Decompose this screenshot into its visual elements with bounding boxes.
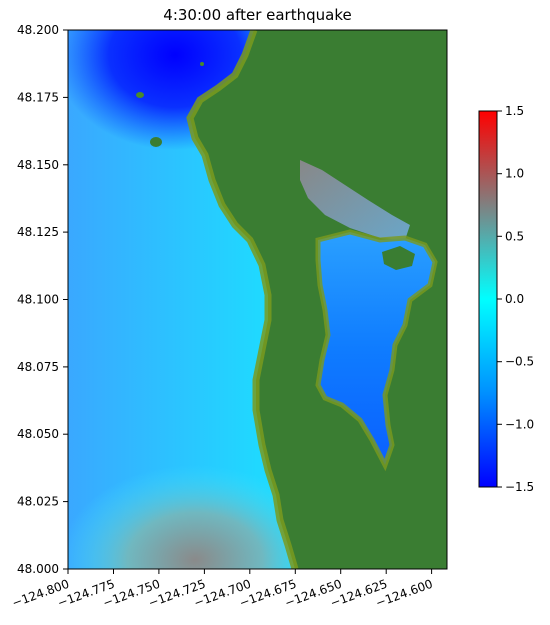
y-tick-label: 48.000: [17, 562, 59, 576]
islet: [200, 62, 204, 66]
y-tick-label: 48.125: [17, 225, 59, 239]
y-tick-label: 48.150: [17, 158, 59, 172]
map-title: 4:30:00 after earthquake: [163, 6, 352, 24]
y-tick-label: 48.200: [17, 23, 59, 37]
bay-island: [382, 246, 415, 270]
x-axis: −124.800 −124.775 −124.750 −124.725 −124…: [10, 569, 435, 610]
colorbar-tick-label: 1.5: [505, 104, 524, 118]
y-tick-label: 48.175: [17, 90, 59, 104]
y-tick-label: 48.075: [17, 360, 59, 374]
y-tick-label: 48.025: [17, 495, 59, 509]
y-tick-label: 48.100: [17, 293, 59, 307]
colorbar-tick-label: 1.0: [505, 167, 524, 181]
colorbar-tick-label: −1.0: [505, 417, 534, 431]
y-axis: 48.200 48.175 48.150 48.125 48.100 48.07…: [17, 23, 68, 576]
positive-anomaly-south: [68, 465, 330, 569]
shore-band: [186, 30, 299, 569]
harbor-inlet: [300, 160, 410, 240]
islet: [150, 137, 162, 147]
colorbar-gradient: [478, 110, 498, 488]
y-tick-label: 48.050: [17, 427, 59, 441]
colorbar-tick-label: −0.5: [505, 355, 534, 369]
colorbar: 1.5 1.0 0.5 0.0 −0.5 −1.0 −1.5: [478, 104, 534, 494]
colorbar-tick-label: −1.5: [505, 480, 534, 494]
bay-shore: [315, 229, 438, 472]
colorbar-tick-label: 0.5: [505, 229, 524, 243]
colorbar-tick-label: 0.0: [505, 292, 524, 306]
map-plot-area: [68, 30, 447, 569]
islet: [136, 92, 144, 98]
